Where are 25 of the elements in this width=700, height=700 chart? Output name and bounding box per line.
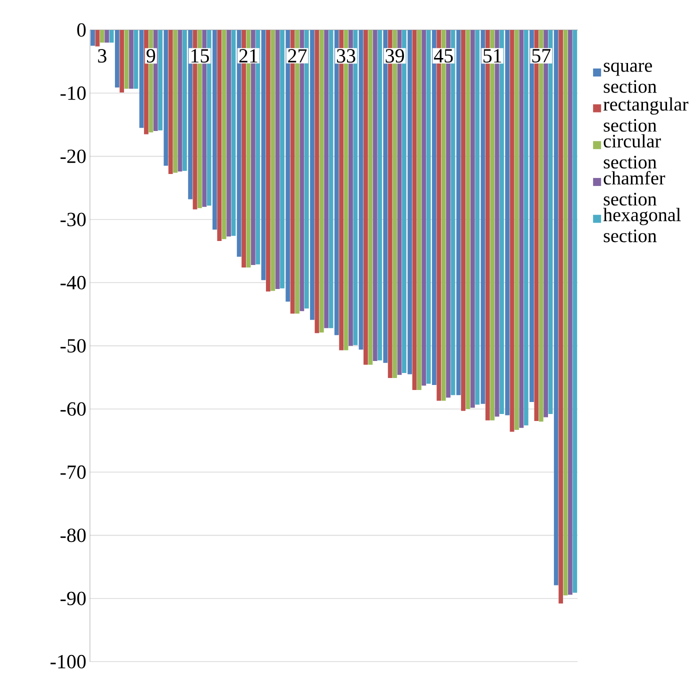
- y-tick-label: -20: [60, 150, 86, 164]
- x-tick-label: 3: [98, 49, 106, 63]
- x-tick-label: 57: [532, 49, 551, 63]
- x-tick-label: 9: [146, 49, 156, 63]
- y-tick-label: 0: [77, 23, 86, 37]
- y-tick-label: -10: [60, 86, 86, 100]
- y-tick-label: -100: [50, 655, 86, 669]
- y-tick-label: -90: [60, 592, 86, 606]
- x-tick-label: 21: [239, 49, 258, 63]
- y-tick-label: -80: [60, 528, 86, 542]
- x-tick-label: 33: [336, 49, 356, 63]
- y-tick-label: -30: [60, 212, 86, 226]
- legend-label: hexagonal section: [603, 208, 681, 242]
- y-tick-label: -70: [60, 466, 86, 480]
- legend-label: circular section: [604, 134, 661, 169]
- y-tick-label: -60: [60, 402, 86, 416]
- x-tick-label: 15: [191, 49, 209, 63]
- y-tick-label: -40: [60, 276, 86, 290]
- legend-label: rectangular section: [603, 98, 688, 132]
- legend-label: chamfer section: [604, 171, 666, 206]
- x-tick-label: 45: [434, 49, 453, 63]
- x-tick-label: 51: [484, 49, 502, 63]
- x-tick-label: 27: [288, 49, 307, 63]
- x-tick-label: 39: [386, 49, 404, 63]
- y-tick-label: -50: [60, 339, 86, 353]
